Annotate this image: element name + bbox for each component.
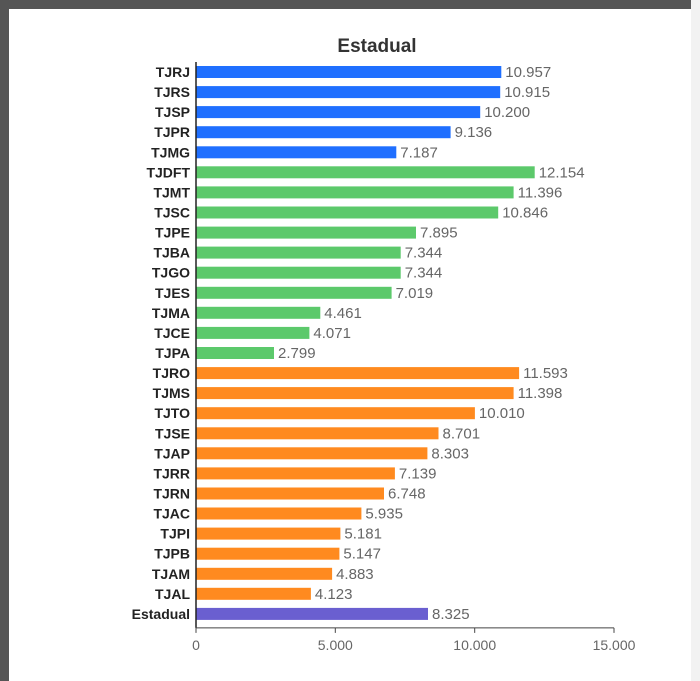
category-label-tjrn: TJRN (153, 486, 190, 502)
value-label-tjto: 10.010 (479, 405, 525, 422)
category-label-tjes: TJES (155, 285, 190, 301)
category-label-tjce: TJCE (154, 325, 190, 341)
value-labels: 10.957 10.915 10.200 9.136 7.187 12.154 11.396… (278, 64, 585, 623)
category-label-estadual: Estadual (132, 606, 190, 622)
category-label-tjdft: TJDFT (146, 164, 190, 180)
bar-tjrr (196, 467, 395, 480)
value-label-tjrj: 10.957 (505, 64, 551, 81)
bar-tjgo (196, 266, 401, 279)
category-label-tjrj: TJRJ (156, 64, 190, 80)
bar-tjrs (196, 86, 501, 99)
bar-estadual (196, 607, 428, 620)
bar-tjpi (196, 527, 341, 540)
value-label-tjrr: 7.139 (399, 465, 437, 482)
value-label-tjba: 7.344 (405, 245, 443, 262)
value-label-tjpb: 5.147 (343, 546, 381, 563)
category-label-tjse: TJSE (155, 425, 190, 441)
bar-tjrj (196, 66, 502, 78)
value-label-tjrs: 10.915 (504, 84, 550, 101)
value-label-tjpr: 9.136 (455, 124, 493, 141)
bar-tjsc (196, 206, 499, 219)
value-label-tjpi: 5.181 (344, 526, 382, 543)
bar-tjpr (196, 126, 451, 139)
category-label-tjgo: TJGO (152, 265, 190, 281)
category-label-tjrs: TJRS (154, 84, 190, 100)
bar-tjam (196, 567, 333, 580)
value-label-tjce: 4.071 (313, 325, 351, 342)
value-label-tjes: 7.019 (396, 285, 434, 302)
frame-top-border (0, 0, 700, 9)
value-label-tjsp: 10.200 (484, 104, 530, 121)
bar-tjpb (196, 547, 340, 560)
category-label-tjac: TJAC (153, 506, 190, 522)
category-label-tjrr: TJRR (153, 465, 190, 481)
value-label-tjro: 11.593 (523, 365, 568, 382)
category-label-tjro: TJRO (153, 365, 190, 381)
bar-tjap (196, 447, 428, 460)
value-label-tjmg: 7.187 (400, 144, 438, 161)
value-label-tjal: 4.123 (315, 586, 353, 603)
bar-tjpa (196, 347, 274, 359)
category-label-tjto: TJTO (154, 405, 190, 421)
bar-tjmg (196, 146, 397, 159)
bar-tjes (196, 286, 392, 299)
bar-tjma (196, 306, 321, 319)
value-label-tjsc: 10.846 (502, 205, 548, 222)
bar-tjac (196, 507, 362, 520)
category-label-tjpb: TJPB (154, 546, 190, 562)
category-label-tjms: TJMS (153, 385, 190, 401)
x-tick-label-2: 10.000 (453, 637, 496, 653)
category-label-tjba: TJBA (153, 245, 190, 261)
bar-tjmt (196, 186, 514, 199)
category-label-tjpr: TJPR (154, 124, 190, 140)
bar-tjce (196, 326, 310, 339)
value-label-tjam: 4.883 (336, 566, 374, 583)
x-tick-label-0: 0 (192, 637, 200, 653)
bar-tjpe (196, 226, 416, 239)
value-label-tjgo: 7.344 (405, 265, 443, 282)
bar-tjsp (196, 106, 481, 119)
frame-left-border (0, 0, 9, 681)
x-axis-ticks: 0 5.000 10.000 15.000 (192, 627, 636, 653)
value-label-tjmt: 11.396 (518, 184, 563, 201)
category-label-tjal: TJAL (155, 586, 190, 602)
value-label-tjma: 4.461 (324, 305, 362, 322)
value-label-tjpa: 2.799 (278, 345, 316, 362)
value-label-tjrn: 6.748 (388, 486, 426, 503)
bars-group (196, 66, 535, 620)
value-label-tjdft: 12.154 (539, 164, 585, 181)
category-label-tjpa: TJPA (155, 345, 190, 361)
value-label-tjms: 11.398 (518, 385, 563, 402)
value-label-estadual: 8.325 (432, 606, 470, 623)
value-label-tjap: 8.303 (431, 445, 469, 462)
category-label-tjpi: TJPI (160, 526, 190, 542)
x-tick-label-1: 5.000 (318, 637, 353, 653)
category-label-tjsp: TJSP (155, 104, 190, 120)
value-label-tjse: 8.701 (443, 425, 481, 442)
bar-tjto (196, 407, 475, 420)
category-label-tjsc: TJSC (154, 205, 190, 221)
category-label-tjap: TJAP (154, 445, 190, 461)
value-label-tjac: 5.935 (365, 506, 403, 523)
bar-tjdft (196, 166, 535, 179)
bar-tjse (196, 427, 439, 440)
category-label-tjmt: TJMT (153, 184, 190, 200)
value-label-tjpe: 7.895 (420, 225, 458, 242)
bar-tjba (196, 246, 401, 259)
category-label-tjam: TJAM (152, 566, 190, 582)
bar-tjro (196, 367, 520, 380)
category-label-tjpe: TJPE (155, 225, 190, 241)
chart-title: Estadual (337, 36, 416, 57)
category-label-tjma: TJMA (152, 305, 190, 321)
bar-tjrn (196, 487, 384, 500)
category-label-tjmg: TJMG (151, 144, 190, 160)
bar-tjms (196, 387, 514, 400)
frame-right-edge (691, 0, 700, 681)
x-tick-label-3: 15.000 (593, 637, 636, 653)
bar-tjal (196, 587, 311, 600)
category-labels: TJRJ TJRS TJSP TJPR TJMG TJDFT TJMT TJSC TJPE TJB… (132, 64, 191, 622)
